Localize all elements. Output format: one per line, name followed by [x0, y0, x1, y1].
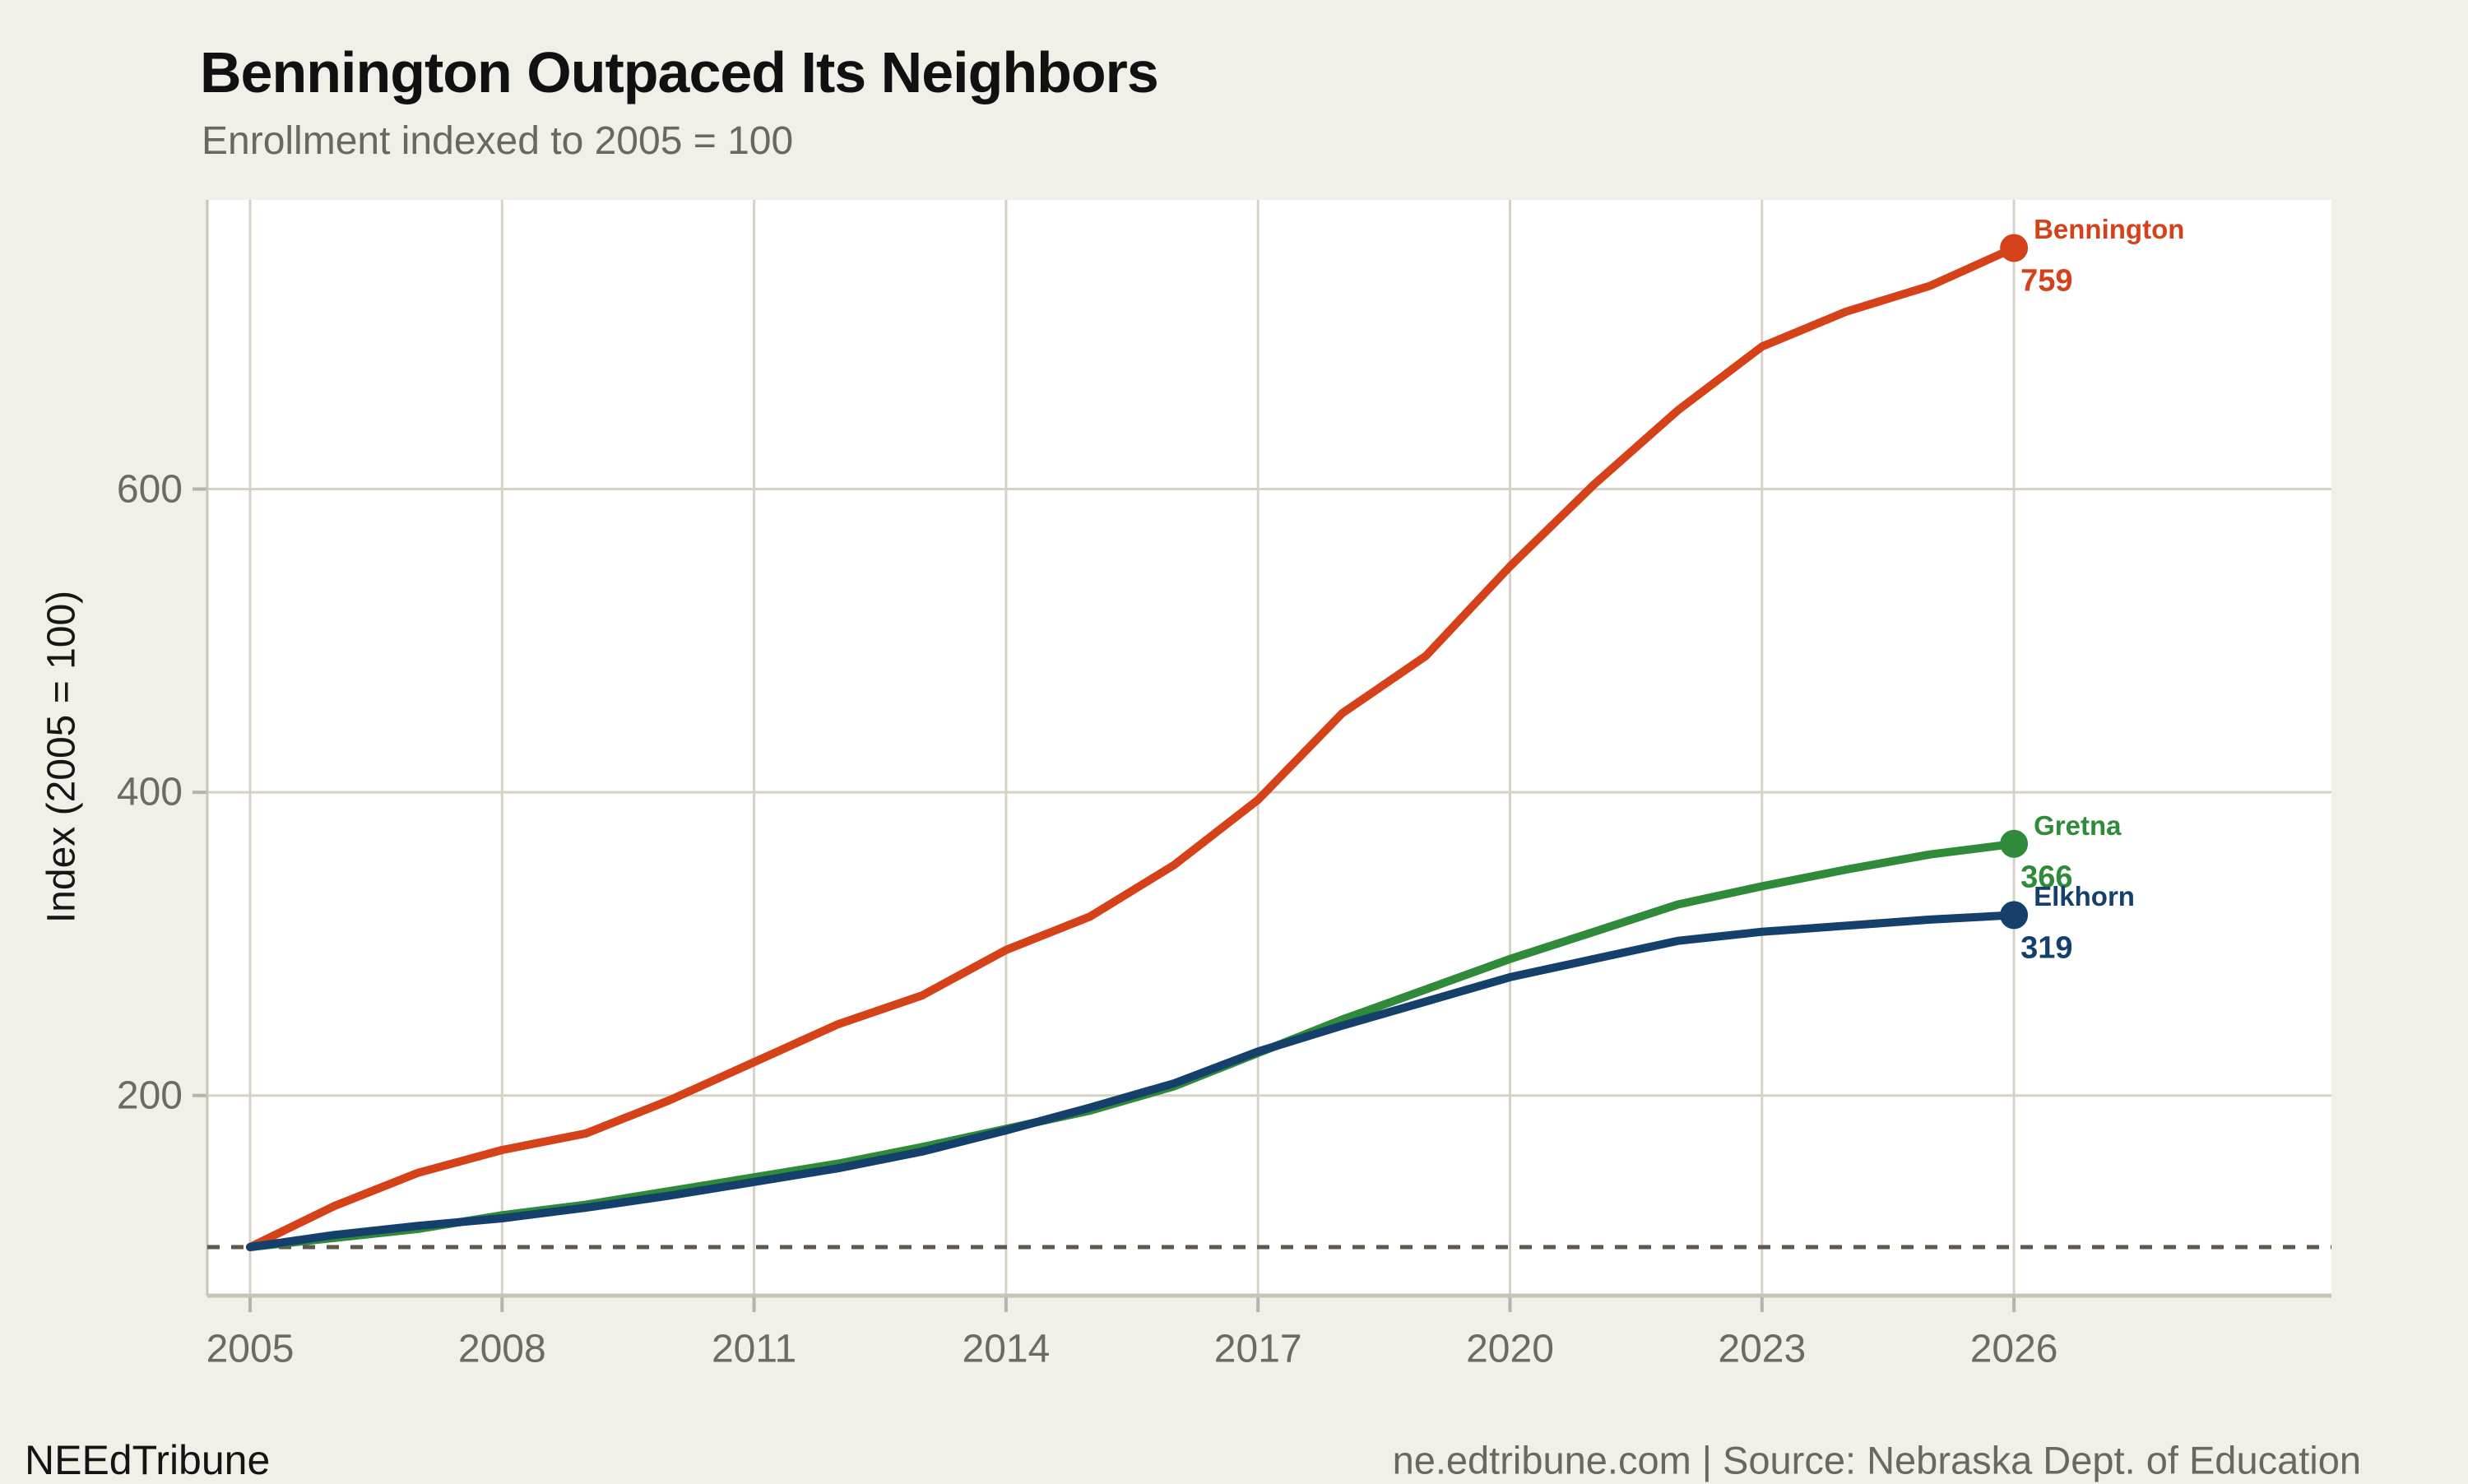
series-label-bennington: Bennington — [2034, 214, 2185, 245]
y-tick-label-600: 600 — [116, 467, 183, 511]
x-tick-label-2005: 2005 — [206, 1327, 295, 1371]
x-tick-label-2014: 2014 — [962, 1327, 1051, 1371]
x-tick-label-2026: 2026 — [1969, 1327, 2058, 1371]
x-tick-label-2008: 2008 — [457, 1327, 546, 1371]
y-axis-title: Index (2005 = 100) — [39, 590, 84, 924]
series-label-gretna: Gretna — [2034, 809, 2122, 841]
x-tick-label-2017: 2017 — [1213, 1327, 1302, 1371]
line-elkhorn — [246, 911, 2019, 1251]
x-tick-label-2023: 2023 — [1718, 1327, 1807, 1371]
plot-panel — [207, 200, 2331, 1296]
y-tick-label-200: 200 — [116, 1074, 183, 1118]
chart-subtitle: Enrollment indexed to 2005 = 100 — [202, 119, 794, 163]
footer-brand: NEEdTribune — [25, 1437, 271, 1483]
series-value-bennington: 759 — [2020, 263, 2073, 299]
series-value-elkhorn: 319 — [2020, 930, 2073, 966]
chart-title: Bennington Outpaced Its Neighbors — [200, 40, 1159, 104]
line-bennington — [246, 243, 2019, 1251]
x-tick-label-2011: 2011 — [711, 1327, 797, 1371]
y-tick-label-400: 400 — [116, 770, 183, 814]
end-dot-bennington — [2000, 234, 2029, 262]
series-value-gretna: 366 — [2020, 860, 2073, 895]
end-dot-gretna — [2000, 829, 2029, 858]
x-tick-label-2020: 2020 — [1466, 1327, 1554, 1371]
footer-source: ne.edtribune.com | Source: Nebraska Dept… — [1392, 1438, 2361, 1482]
series-label-elkhorn: Elkhorn — [2034, 881, 2135, 912]
end-dot-elkhorn — [2000, 901, 2029, 930]
